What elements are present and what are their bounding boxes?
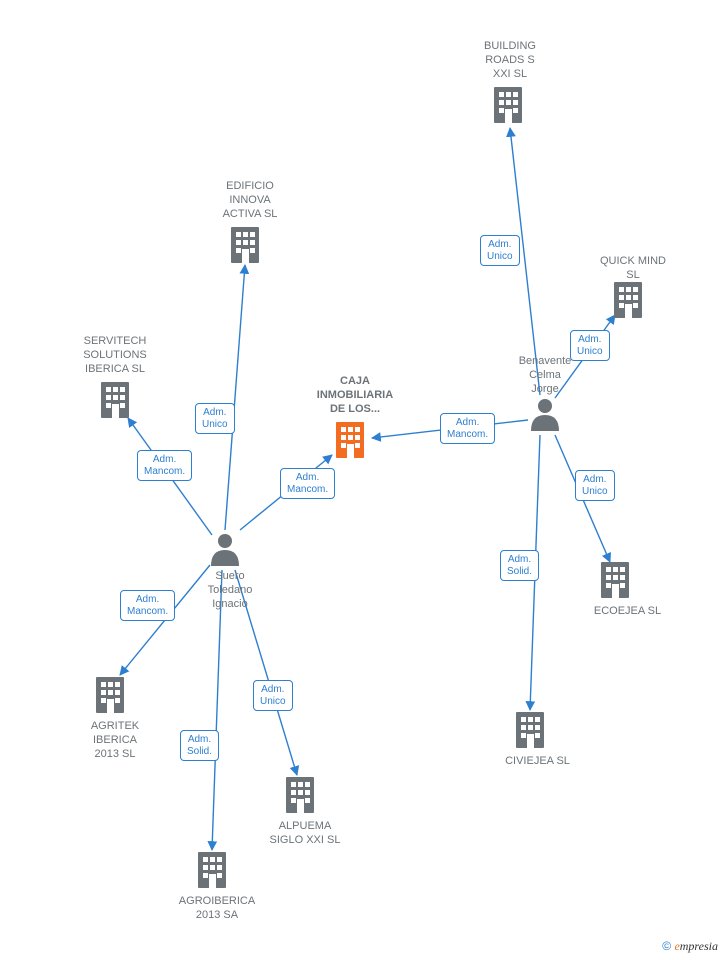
node-label-edif_innova: EDIFICIO INNOVA ACTIVA SL <box>205 180 295 221</box>
node-label-ecoejea: ECOEJEA SL <box>580 605 675 619</box>
copyright-footer: © empresia <box>662 939 718 954</box>
node-label-quick_mind: QUICK MIND SL <box>588 255 678 283</box>
node-alpuema-building-icon <box>286 777 314 813</box>
node-edif_innova-building-icon <box>231 227 259 263</box>
node-suero-person-icon <box>211 534 239 566</box>
node-label-agroiberica: AGROIBERICA 2013 SA <box>162 895 272 923</box>
node-label-central: CAJA INMOBILIARIA DE LOS... <box>305 375 405 416</box>
node-benavente-person-icon <box>531 399 559 431</box>
node-label-benavente: Benavente Celma Jorge <box>505 355 585 396</box>
copyright-symbol: © <box>662 939 671 953</box>
node-label-alpuema: ALPUEMA SIGLO XXI SL <box>250 820 360 848</box>
edge-label-suero-alpuema: Adm. Unico <box>253 680 293 711</box>
node-building_roads-building-icon <box>494 87 522 123</box>
node-label-building_roads: BUILDING ROADS S XXI SL <box>470 40 550 81</box>
edge-label-suero-agritek: Adm. Mancom. <box>120 590 175 621</box>
node-label-civiejea: CIVIEJEA SL <box>490 755 585 769</box>
edge-label-suero-central: Adm. Mancom. <box>280 468 335 499</box>
edge-label-suero-servitech: Adm. Mancom. <box>137 450 192 481</box>
edge-suero-edif_innova <box>225 265 245 530</box>
edge-label-benavente-civiejea: Adm. Solid. <box>500 550 539 581</box>
node-label-agritek: AGRITEK IBERICA 2013 SL <box>75 720 155 761</box>
node-central-building-icon <box>336 422 364 458</box>
node-agritek-building-icon <box>96 677 124 713</box>
edge-label-suero-agroiberica: Adm. Solid. <box>180 730 219 761</box>
edge-label-benavente-ecoejea: Adm. Unico <box>575 470 615 501</box>
node-label-servitech: SERVITECH SOLUTIONS IBERICA SL <box>65 335 165 376</box>
node-servitech-building-icon <box>101 382 129 418</box>
node-civiejea-building-icon <box>516 712 544 748</box>
brand-logo: empresia <box>674 939 718 953</box>
edge-label-suero-edif_innova: Adm. Unico <box>195 403 235 434</box>
diagram-canvas <box>0 0 728 960</box>
node-label-suero: Suero Toledano Ignacio <box>190 570 270 611</box>
node-ecoejea-building-icon <box>601 562 629 598</box>
node-quick_mind-building-icon <box>614 282 642 318</box>
edge-suero-agroiberica <box>212 570 222 850</box>
node-agroiberica-building-icon <box>198 852 226 888</box>
edge-label-benavente-building_roads: Adm. Unico <box>480 235 520 266</box>
edge-label-benavente-central: Adm. Mancom. <box>440 413 495 444</box>
